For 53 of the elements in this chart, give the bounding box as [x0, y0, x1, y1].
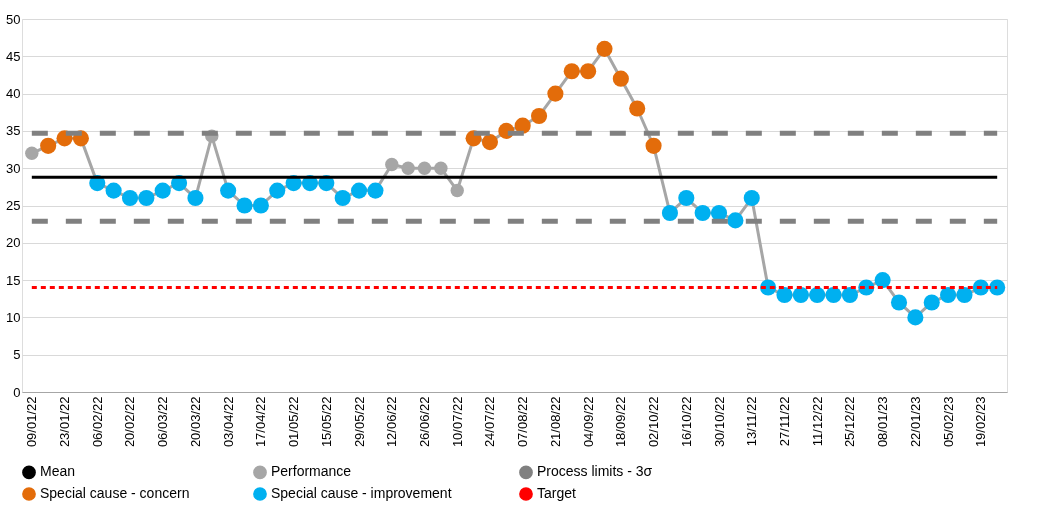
- x-tick-label: 20/02/22: [122, 396, 138, 448]
- x-tick-label: 23/01/22: [57, 396, 73, 448]
- x-tick-label: 19/02/23: [973, 396, 989, 448]
- x-tick-label: 30/10/22: [711, 396, 727, 448]
- y-tick-label: 35: [6, 123, 21, 139]
- legend-label: Special cause - concern: [40, 485, 190, 501]
- point: [25, 146, 39, 160]
- y-tick-label: 20: [6, 235, 21, 251]
- point: [450, 183, 464, 198]
- x-tick-label: 27/11/22: [776, 396, 792, 447]
- point: [417, 161, 432, 175]
- y-tick-label: 45: [6, 48, 21, 64]
- x-tick-label: 09/01/22: [24, 396, 40, 448]
- x-tick-label: 08/01/23: [875, 396, 891, 448]
- x-tick-label: 02/10/22: [646, 396, 662, 448]
- x-tick-label: 25/12/22: [842, 396, 858, 448]
- x-tick-label: 04/09/22: [580, 396, 596, 448]
- x-tick-label: 06/03/22: [155, 396, 171, 448]
- x-tick-label: 24/07/22: [482, 396, 498, 448]
- x-tick-label: 13/11/22: [744, 396, 760, 447]
- x-tick-label: 15/05/22: [318, 396, 334, 448]
- x-tick-label: 05/02/23: [940, 396, 956, 448]
- y-tick-label: 50: [6, 11, 21, 27]
- x-tick-label: 03/04/22: [220, 396, 236, 448]
- x-tick-label: 10/07/22: [449, 396, 465, 448]
- y-tick-label: 10: [6, 309, 21, 325]
- point: [385, 157, 399, 172]
- legend-label: Mean: [40, 463, 76, 480]
- y-tick-label: 0: [13, 384, 21, 400]
- x-tick-label: 06/02/22: [89, 396, 105, 448]
- y-tick-label: 25: [6, 198, 21, 213]
- x-tick-label: 29/05/22: [351, 396, 367, 448]
- x-tick-label: 18/09/22: [613, 396, 629, 448]
- y-tick-label: 5: [13, 347, 21, 363]
- x-tick-label: 11/12/22: [809, 396, 825, 447]
- x-tick-label: 21/08/22: [547, 396, 563, 448]
- legend-label: Special cause - improvement: [271, 485, 452, 501]
- y-tick-label: 30: [6, 160, 21, 176]
- x-tick-label: 17/04/22: [253, 396, 269, 448]
- legend-label: Performance: [271, 463, 352, 480]
- point: [434, 161, 448, 175]
- y-tick-label: 40: [6, 86, 21, 102]
- legend-label: Target: [537, 485, 577, 501]
- x-tick-label: 22/01/23: [907, 396, 923, 448]
- x-tick-label: 12/06/22: [384, 396, 400, 448]
- x-tick-label: 07/08/22: [515, 396, 531, 448]
- x-tick-label: 16/10/22: [678, 396, 694, 448]
- y-tick-label: 15: [6, 272, 21, 288]
- x-tick-label: 01/05/22: [286, 396, 302, 448]
- legend-label: Process limits - 3σ: [537, 463, 653, 480]
- point: [401, 161, 415, 175]
- x-tick-label: 20/03/22: [187, 396, 203, 448]
- x-tick-label: 26/06/22: [417, 396, 433, 448]
